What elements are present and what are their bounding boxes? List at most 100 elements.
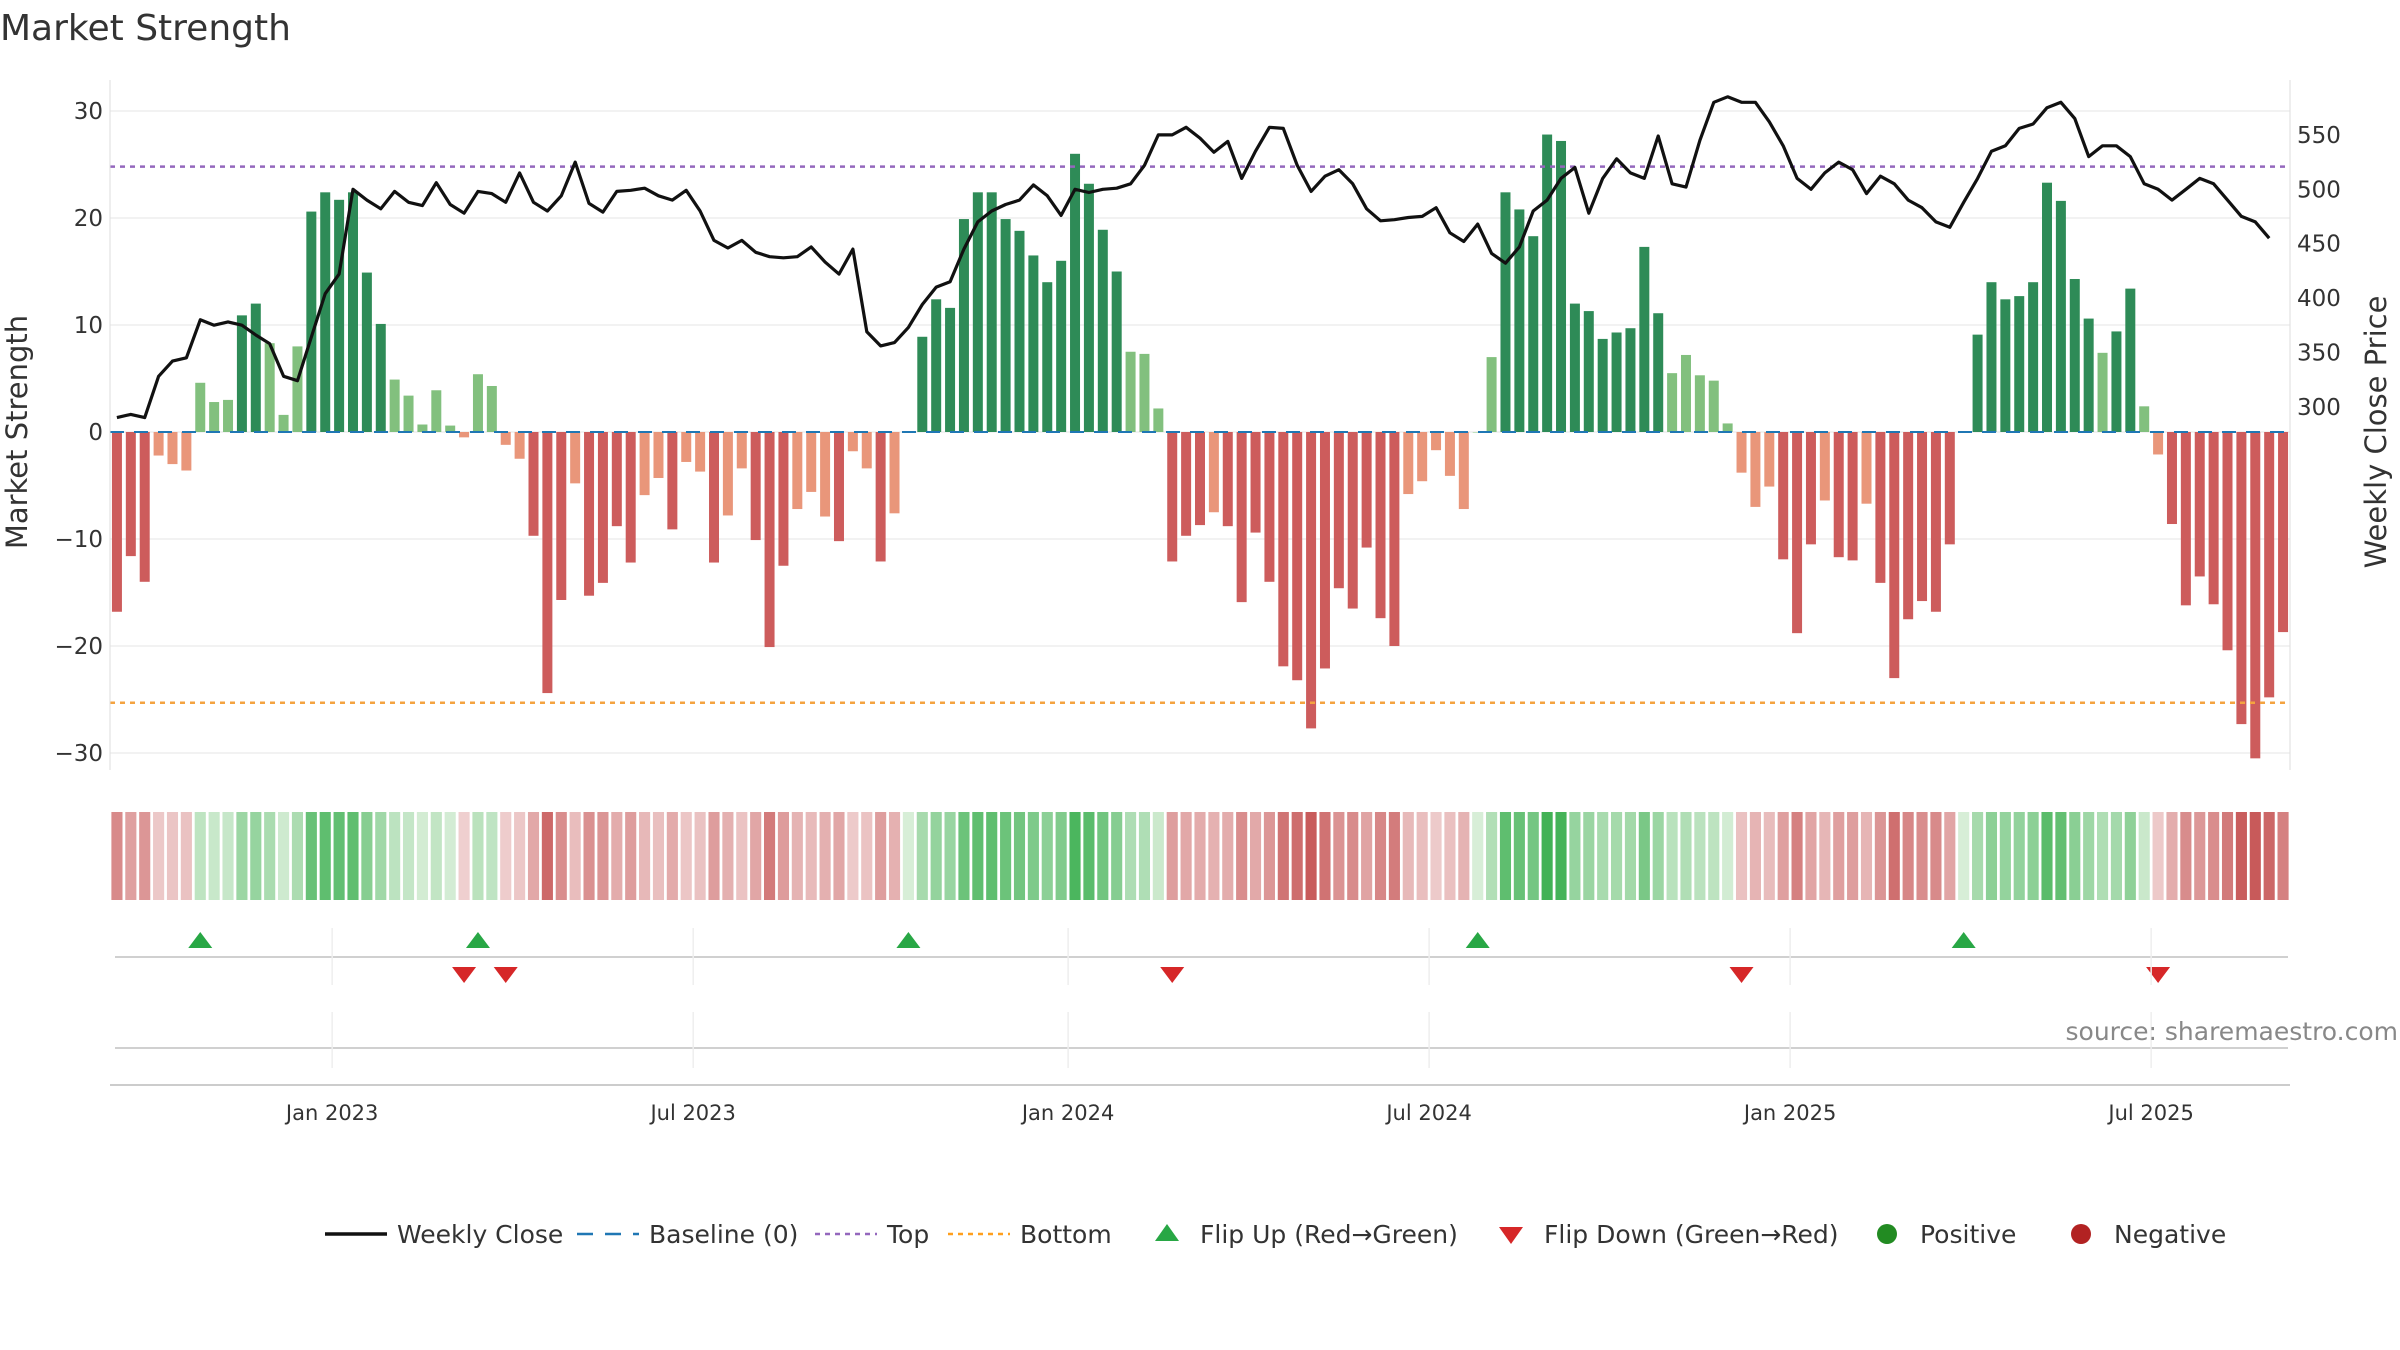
heat-cell (1013, 812, 1026, 900)
strength-bar (1805, 432, 1816, 545)
strength-bar (361, 272, 372, 432)
strength-bar (347, 192, 358, 432)
strength-bar (167, 432, 178, 465)
strength-bar (1819, 432, 1830, 501)
date-axis: Jan 2023 Jul 2023 Jan 2024 Jul 2024 Jan 2025… (110, 928, 2290, 1125)
strength-bar (1125, 351, 1136, 432)
strength-bar (459, 432, 470, 438)
strength-bar (1833, 432, 1844, 558)
flip-down-marker (1160, 967, 1185, 983)
heat-cell (819, 812, 831, 900)
strength-bar (653, 432, 664, 479)
heat-cell (2083, 812, 2095, 900)
heat-cell (1638, 812, 1650, 900)
heat-cell (361, 812, 373, 900)
strength-bar (334, 199, 345, 432)
heat-cell (1902, 812, 1914, 900)
chart-title: Market Strength (0, 8, 291, 49)
heat-cell (791, 812, 803, 900)
strength-bar (1764, 432, 1775, 487)
heat-cell (2096, 812, 2109, 900)
strength-bar (320, 192, 331, 432)
strength-bar (1722, 423, 1733, 432)
heat-cell (888, 812, 901, 900)
strength-bar (833, 432, 844, 542)
heat-cell (1499, 812, 1512, 900)
strength-bar (2125, 288, 2136, 432)
strength-bar (736, 432, 747, 469)
legend-label: Top (886, 1220, 929, 1249)
heat-cell (1819, 812, 1831, 900)
strength-bar (306, 211, 317, 432)
strength-bar (1056, 260, 1067, 432)
strength-bar (1042, 282, 1053, 432)
y-axis-label: Market Strength (0, 315, 34, 549)
strength-bar (542, 432, 553, 694)
strength-bar (2208, 432, 2219, 605)
heat-cell (1749, 812, 1761, 900)
heat-cell (2069, 812, 2081, 900)
strength-bar (1736, 432, 1747, 473)
heat-cell (1458, 812, 1470, 900)
legend-label: Baseline (0) (649, 1220, 798, 1249)
strength-bar (695, 432, 706, 472)
strength-bar (1028, 255, 1039, 432)
legend-item: Weekly Close (325, 1220, 563, 1249)
date-tick-label: Jan 2025 (1742, 1101, 1837, 1125)
heat-cell (1416, 812, 1428, 900)
heat-cell (1694, 812, 1706, 900)
heat-cell (805, 812, 817, 900)
y-tick-label: −20 (54, 634, 103, 660)
heat-cell (1791, 812, 1803, 900)
heat-cell (1333, 812, 1345, 900)
strength-bar (1708, 380, 1719, 432)
heat-cell (1444, 812, 1456, 900)
heat-cell (1541, 812, 1553, 900)
heat-cell (2013, 812, 2025, 900)
heat-cell (1972, 812, 1984, 900)
strength-bar (1930, 432, 1941, 612)
strength-bar (1680, 354, 1691, 432)
strength-bar (2000, 299, 2011, 432)
flip-down-marker (1729, 967, 1754, 983)
strength-bar (1333, 432, 1344, 589)
heat-cell (458, 812, 470, 900)
y-tick-label: 20 (74, 206, 103, 232)
heat-cell (625, 812, 637, 900)
legend-item: Positive (1877, 1220, 2016, 1249)
heat-cell (1888, 812, 1900, 900)
strength-bar (1625, 328, 1636, 432)
strength-bar (1514, 209, 1525, 432)
heat-cell (750, 812, 762, 900)
heat-cell (902, 812, 914, 900)
heat-cell (1041, 812, 1053, 900)
heat-cell (944, 812, 956, 900)
flip-up-marker (896, 932, 921, 948)
heat-cell (1597, 812, 1609, 900)
heat-cell (2124, 812, 2136, 900)
heat-cell (2221, 812, 2234, 900)
y-tick-label: −10 (54, 527, 103, 553)
strength-bar (1361, 432, 1372, 548)
strength-bar (1611, 332, 1622, 432)
strength-bar (1944, 432, 1955, 545)
strength-bar (1014, 230, 1025, 432)
date-tick-label: Jul 2023 (648, 1101, 735, 1125)
heat-cell (1708, 812, 1720, 900)
strength-bar (417, 424, 428, 432)
heat-cell (1527, 812, 1539, 900)
strength-bars (111, 134, 2289, 759)
heat-cell (2235, 812, 2247, 900)
strength-bar (250, 303, 261, 432)
heat-cell (2166, 812, 2178, 900)
strength-bar (2278, 432, 2289, 633)
strength-bar (2097, 352, 2108, 432)
axes: 30 20 10 0 −10 −20 −30 550 500 450 400 350 300 (54, 80, 2341, 770)
strength-bar (584, 432, 595, 596)
strength-bar (1153, 408, 1164, 432)
strength-bar (792, 432, 803, 510)
heat-cell (1847, 812, 1859, 900)
heat-cell (291, 812, 304, 900)
strength-bar (1097, 229, 1108, 432)
